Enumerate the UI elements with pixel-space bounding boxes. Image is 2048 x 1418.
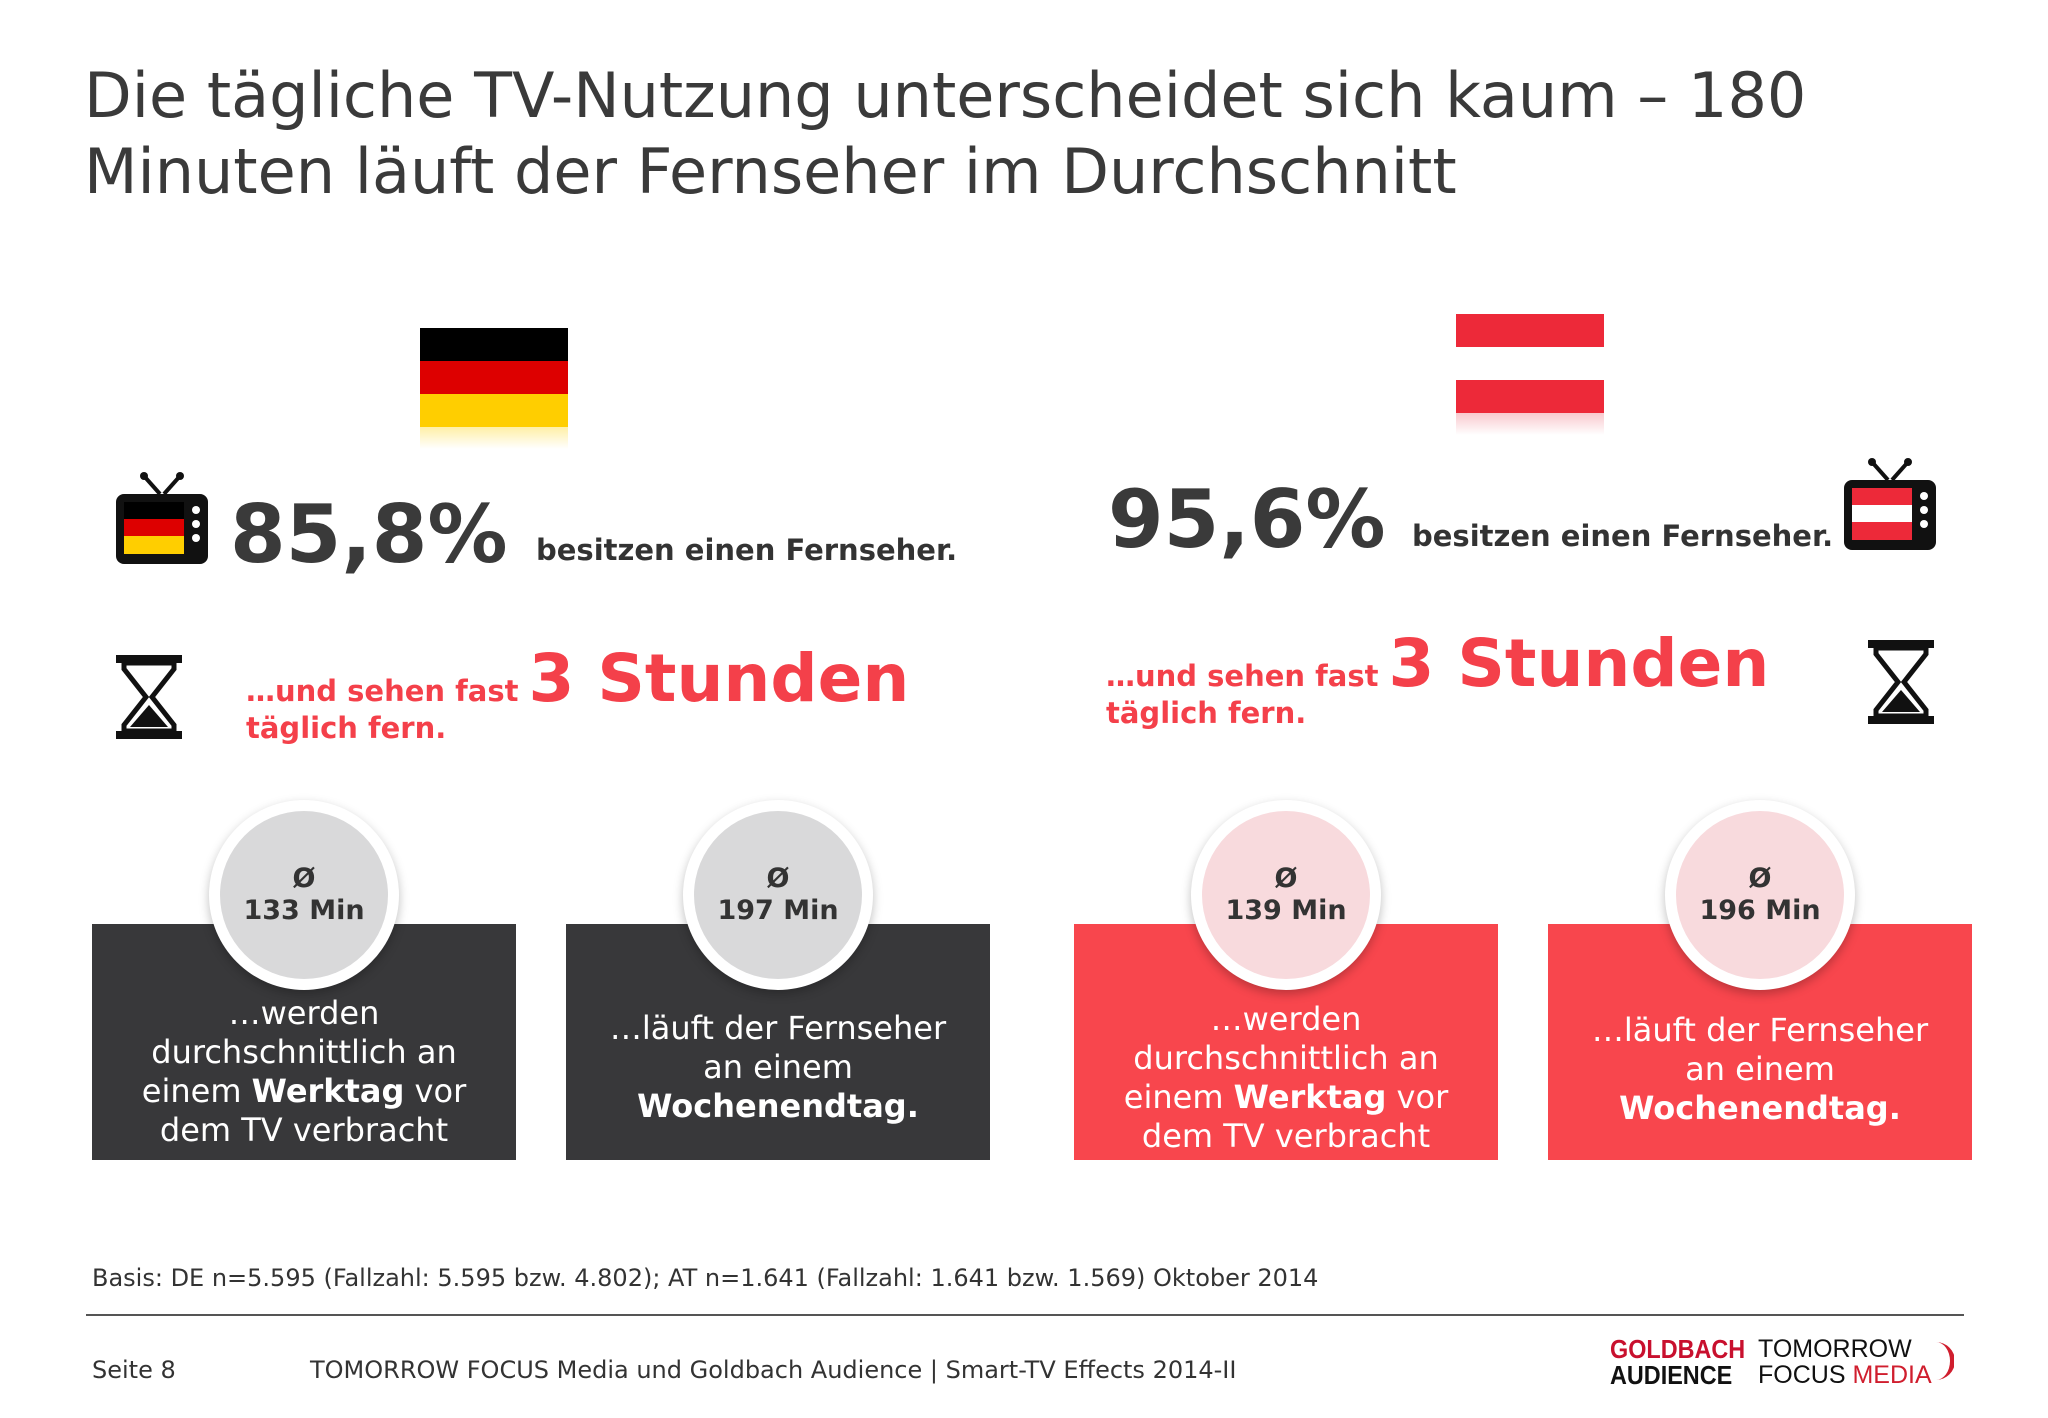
germany-tv-ownership-percent: 85,8% (230, 488, 508, 581)
austria-daily-hours: …und sehen fast 3 Stunden täglich fern. (1106, 625, 1769, 730)
average-symbol: Ø (766, 863, 790, 894)
hours-value: 3 Stunden (528, 640, 910, 717)
austria-flag (1456, 314, 1604, 435)
footer-divider (86, 1314, 1964, 1316)
germany-weekday-minutes-badge: Ø 133 Min (209, 800, 399, 990)
germany-weekend-text: …läuft der Fernseher an einem Wochenendt… (609, 1008, 947, 1125)
austria-tv-ownership-text: besitzen einen Fernseher. (1412, 519, 1834, 553)
germany-weekday-box: …werden durchschnittlich an einem Werkta… (92, 924, 516, 1160)
austria-tv-ownership-percent: 95,6% (1108, 473, 1386, 566)
tomorrow-focus-media-logo: TOMORROW FOCUS MEDIA (1758, 1336, 1954, 1388)
germany-weekend-minutes-badge: Ø 197 Min (683, 800, 873, 990)
minutes-value: 133 Min (243, 895, 365, 926)
average-symbol: Ø (292, 863, 316, 894)
austria-weekday-text: …werden durchschnittlich an einem Werkta… (1123, 1000, 1449, 1155)
hours-suffix: täglich fern. (1106, 696, 1307, 730)
hours-prefix: …und sehen fast (246, 674, 519, 708)
goldbach-audience-logo: GOLDBACH AUDIENCE (1610, 1334, 1746, 1390)
basis-note: Basis: DE n=5.595 (Fallzahl: 5.595 bzw. … (92, 1264, 1319, 1292)
swirl-icon (1936, 1342, 1954, 1380)
germany-daily-hours: …und sehen fast 3 Stunden täglich fern. (246, 640, 909, 745)
average-symbol: Ø (1748, 863, 1772, 894)
hours-suffix: täglich fern. (246, 711, 447, 745)
austria-weekday-box: …werden durchschnittlich an einem Werkta… (1074, 924, 1498, 1160)
page-number: Seite 8 (92, 1356, 176, 1384)
germany-flag (420, 328, 568, 449)
germany-weekday-text: …werden durchschnittlich an einem Werkta… (141, 994, 467, 1149)
average-symbol: Ø (1274, 863, 1298, 894)
minutes-value: 196 Min (1699, 895, 1821, 926)
hours-prefix: …und sehen fast (1106, 659, 1379, 693)
tv-germany-icon (116, 472, 208, 564)
austria-weekday-minutes-badge: Ø 139 Min (1191, 800, 1381, 990)
page-title: Die tägliche TV-Nutzung unterscheidet si… (84, 59, 1807, 208)
austria-weekend-minutes-badge: Ø 196 Min (1665, 800, 1855, 990)
hourglass-icon (116, 655, 182, 739)
austria-weekend-text: …läuft der Fernseher an einem Wochenendt… (1591, 1010, 1929, 1127)
minutes-value: 139 Min (1225, 895, 1347, 926)
hourglass-icon (1868, 640, 1934, 724)
footer-text: TOMORROW FOCUS Media und Goldbach Audien… (310, 1356, 1237, 1384)
germany-tv-ownership-text: besitzen einen Fernseher. (536, 533, 958, 567)
hours-value: 3 Stunden (1388, 625, 1770, 702)
tv-austria-icon (1844, 458, 1936, 550)
minutes-value: 197 Min (717, 895, 839, 926)
